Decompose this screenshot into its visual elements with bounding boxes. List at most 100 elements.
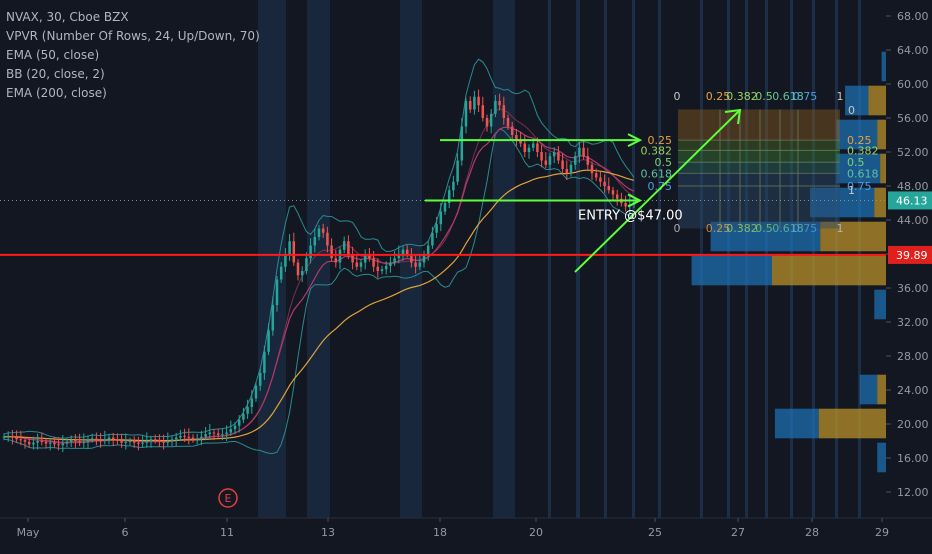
candle-body <box>200 436 203 439</box>
x-tick-label: 6 <box>122 526 129 539</box>
fib-level-label-right: 0.618 <box>847 167 879 180</box>
candle-body <box>99 440 102 442</box>
candle-body <box>229 429 233 433</box>
candle-body <box>405 249 409 254</box>
fib-bottom-label: 1 <box>837 222 844 235</box>
candle-body <box>460 126 464 161</box>
candle-body <box>57 444 60 446</box>
indicator-vpvr[interactable]: VPVR (Number Of Rows, 24, Up/Down, 70) <box>6 29 260 43</box>
candle-body <box>6 435 10 437</box>
candle-body <box>120 441 123 443</box>
candle-body <box>582 147 585 157</box>
candle-body <box>540 152 543 161</box>
projection-arrow[interactable] <box>574 109 741 273</box>
x-tick-label: 18 <box>433 526 447 539</box>
session-shade <box>493 0 515 518</box>
candle-body <box>36 441 39 443</box>
candle-body <box>435 224 438 233</box>
y-tick-label: 16.00 <box>897 452 929 465</box>
projection-arrow-head <box>724 108 742 125</box>
vp-bar-up <box>881 51 886 82</box>
candle-body <box>296 262 300 276</box>
y-tick-label: 68.00 <box>897 10 929 23</box>
candle-body <box>506 118 510 127</box>
session-shade <box>604 0 607 518</box>
candle-body <box>179 435 182 438</box>
candle-body <box>443 203 447 212</box>
candle-body <box>426 245 430 254</box>
candle-body <box>363 254 367 263</box>
candle-body <box>74 440 77 442</box>
candle-body <box>107 437 111 440</box>
fib-band <box>678 109 840 141</box>
indicator-ema50[interactable]: EMA (50, close) <box>6 48 100 62</box>
session-shade <box>258 0 286 518</box>
candle-body <box>368 254 371 259</box>
candle-body <box>498 101 501 106</box>
candle-body <box>132 441 136 443</box>
price-tag <box>888 191 932 210</box>
candle-body <box>187 436 191 438</box>
candle-body <box>225 432 228 435</box>
candle-body <box>61 443 65 446</box>
candle-body <box>32 442 35 445</box>
vp-bar-up <box>836 153 881 184</box>
candle-body <box>275 279 279 305</box>
candle-body <box>372 258 375 267</box>
fib-top-label: 0.618 <box>772 90 804 103</box>
candle-body <box>586 156 590 165</box>
bb-lower <box>3 128 635 455</box>
candle-body <box>124 441 128 443</box>
candle-body <box>393 258 396 263</box>
candle-body <box>212 432 216 434</box>
candle-body <box>90 438 94 440</box>
fib-band <box>678 140 840 151</box>
fib-corner-zero: 0 <box>848 104 855 117</box>
fib-band <box>678 150 840 163</box>
candle-body <box>485 118 489 127</box>
candle-body <box>330 245 333 259</box>
y-tick-label: 44.00 <box>897 214 929 227</box>
y-tick-label: 52.00 <box>897 146 929 159</box>
fib-band <box>678 162 840 174</box>
indicator-bb[interactable]: BB (20, close, 2) <box>6 67 105 81</box>
fib-level-label-left: 0.382 <box>641 144 673 157</box>
candle-body <box>95 438 98 441</box>
candle-body <box>221 434 224 436</box>
candle-body <box>473 96 476 110</box>
candle-body <box>309 245 312 259</box>
chart-legend: NVAX, 30, Cboe BZX VPVR (Number Of Rows,… <box>6 8 260 103</box>
candle-body <box>599 177 602 182</box>
candle-body <box>242 413 245 420</box>
candle-body <box>519 139 522 144</box>
indicator-ema200[interactable]: EMA (200, close) <box>6 86 107 100</box>
x-tick-label: 27 <box>731 526 745 539</box>
session-shade <box>658 0 661 518</box>
candle-body <box>69 440 73 442</box>
vp-bar-up <box>810 187 875 218</box>
candle-body <box>11 435 14 438</box>
candle-body <box>82 441 86 443</box>
candle-body <box>267 330 270 352</box>
candle-body <box>510 126 514 135</box>
y-tick-label: 60.00 <box>897 78 929 91</box>
candle-body <box>590 164 594 174</box>
candle-body <box>288 241 291 254</box>
candle-body <box>431 232 434 246</box>
candle-body <box>250 398 254 407</box>
fib-level-label-right: 0.25 <box>847 134 872 147</box>
y-tick-label: 36.00 <box>897 282 929 295</box>
fib-level-label-left: 0.5 <box>655 156 673 169</box>
fib-level-label-left: 0.75 <box>648 180 673 193</box>
earnings-marker[interactable] <box>218 488 238 508</box>
vp-bar-down <box>877 374 886 405</box>
x-tick-label: May <box>17 526 40 539</box>
candle-body <box>334 258 338 263</box>
candle-body <box>237 419 241 426</box>
fib-bottom-label: 0 <box>674 222 681 235</box>
candle-body <box>544 160 548 165</box>
symbol-title[interactable]: NVAX, 30, Cboe BZX <box>6 10 129 24</box>
vp-bar-up <box>859 374 878 405</box>
